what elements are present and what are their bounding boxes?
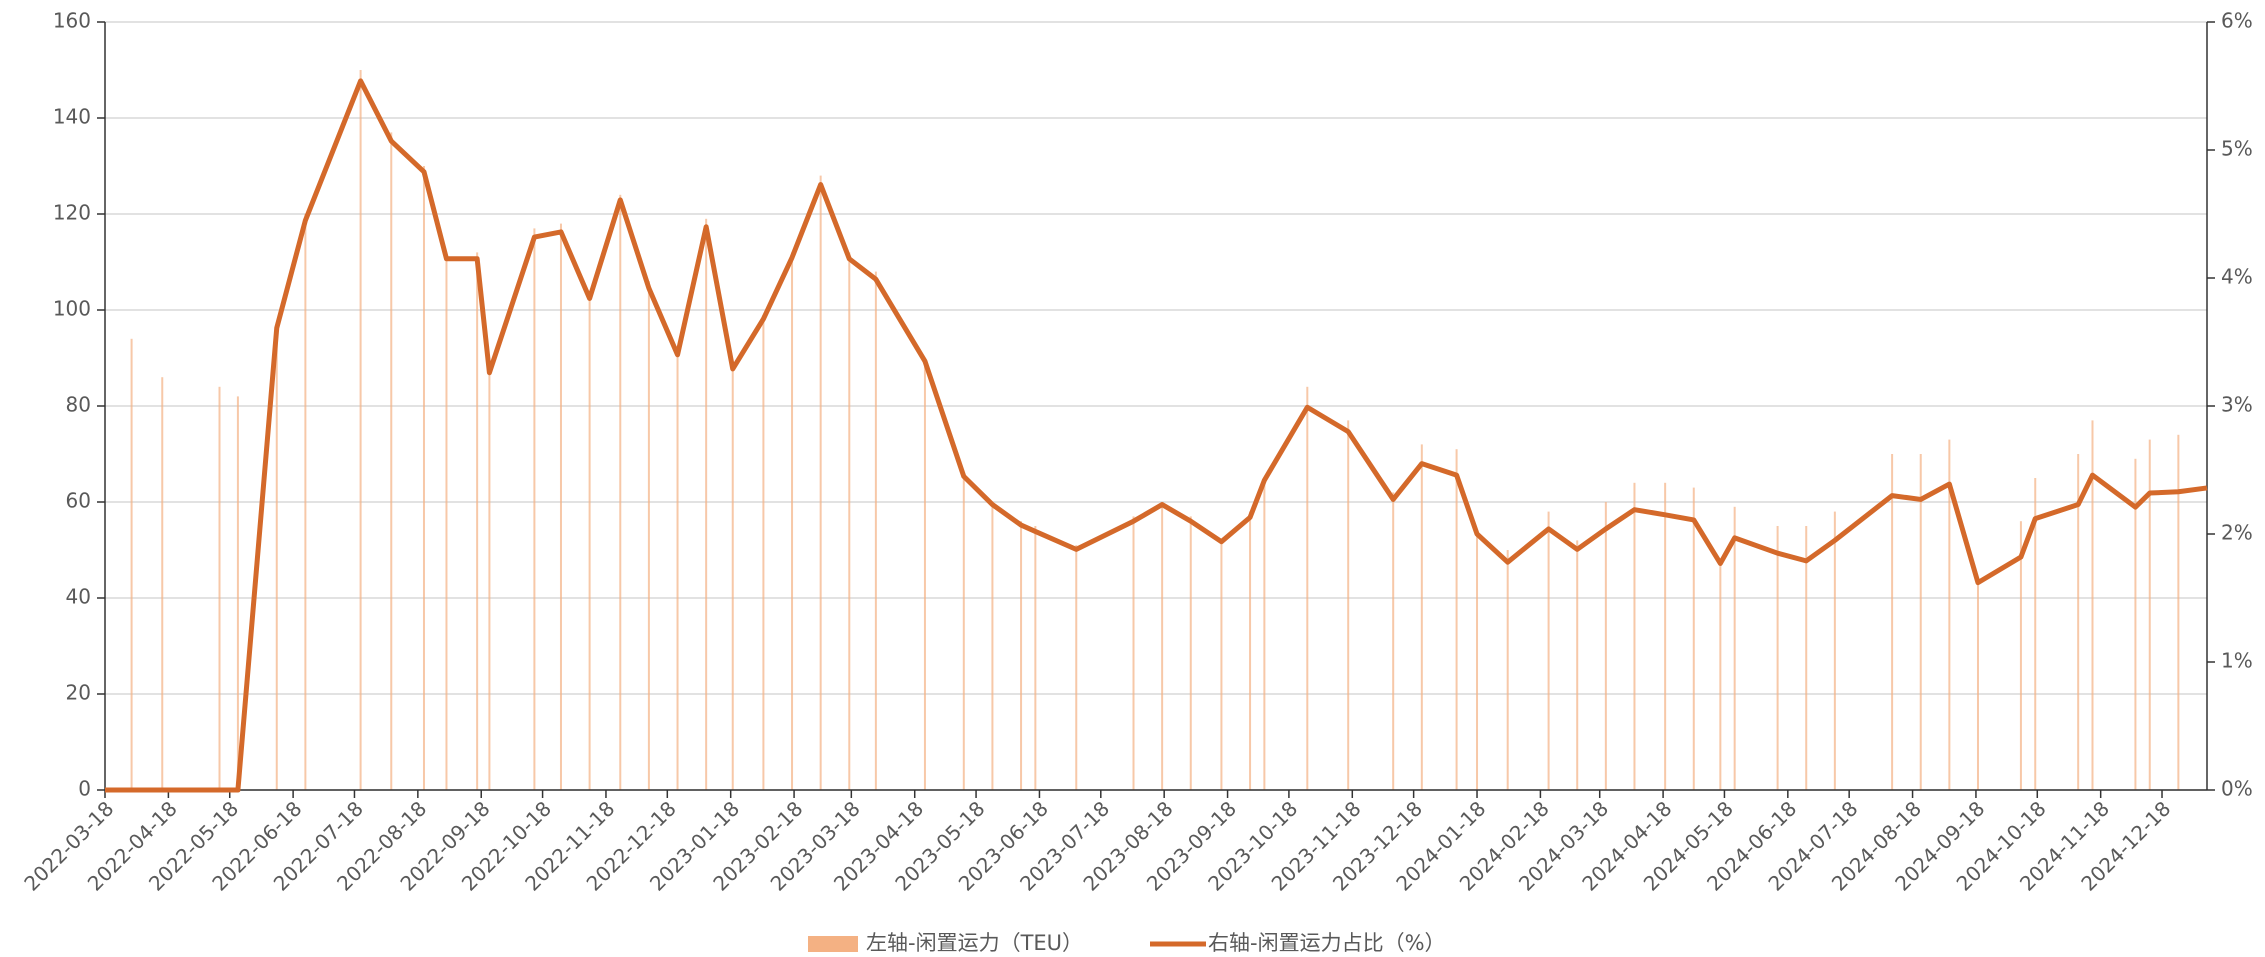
bar bbox=[1034, 526, 1037, 790]
y-tick-label: 120 bbox=[53, 201, 91, 225]
bar bbox=[1805, 526, 1808, 790]
y-tick-label: 100 bbox=[53, 297, 91, 321]
bar bbox=[647, 281, 650, 790]
bar bbox=[1306, 386, 1309, 790]
bar bbox=[1919, 454, 1922, 790]
bar bbox=[1189, 516, 1192, 790]
bar bbox=[2177, 434, 2180, 790]
bar bbox=[676, 348, 679, 790]
bar bbox=[1692, 487, 1695, 790]
legend-label: 左轴-闲置运力（TEU） bbox=[866, 931, 1083, 955]
bar bbox=[1733, 506, 1736, 790]
bar bbox=[2148, 439, 2151, 790]
legend: 左轴-闲置运力（TEU） 右轴-闲置运力占比（%） bbox=[808, 931, 1446, 955]
bar bbox=[1249, 511, 1252, 790]
bar bbox=[1891, 454, 1894, 790]
bar bbox=[275, 324, 278, 790]
bar bbox=[533, 228, 536, 790]
bar bbox=[1075, 545, 1078, 790]
bar bbox=[1220, 540, 1223, 790]
bar bbox=[2019, 521, 2022, 790]
bar bbox=[1948, 439, 1951, 790]
bar bbox=[1392, 492, 1395, 790]
bar bbox=[588, 290, 591, 790]
bar bbox=[422, 166, 425, 790]
bar bbox=[619, 194, 622, 791]
y-tick-label: 140 bbox=[53, 105, 91, 129]
y-tick-label: 80 bbox=[66, 393, 91, 417]
bar bbox=[1132, 516, 1135, 790]
y2-tick-label: 4% bbox=[2221, 265, 2253, 289]
bar bbox=[848, 252, 851, 790]
y2-tick-label: 5% bbox=[2221, 137, 2253, 161]
y2-tick-label: 3% bbox=[2221, 393, 2253, 417]
bar bbox=[731, 362, 734, 790]
bar bbox=[1576, 540, 1579, 790]
y-tick-label: 20 bbox=[66, 681, 91, 705]
bar bbox=[2077, 454, 2080, 790]
y-tick-label: 0 bbox=[78, 777, 91, 801]
bar bbox=[1547, 511, 1550, 790]
bar bbox=[236, 396, 239, 790]
line bbox=[105, 78, 2208, 793]
bar bbox=[1976, 578, 1979, 790]
bar bbox=[1664, 482, 1667, 790]
bar bbox=[2134, 458, 2137, 790]
bar bbox=[304, 214, 307, 790]
bar bbox=[218, 386, 221, 790]
y-tick-label: 40 bbox=[66, 585, 91, 609]
y-tick-label: 60 bbox=[66, 489, 91, 513]
bar bbox=[359, 70, 362, 790]
bar bbox=[1161, 502, 1164, 790]
bar bbox=[1719, 559, 1722, 790]
bar bbox=[130, 338, 133, 790]
bar bbox=[874, 271, 877, 791]
grid bbox=[105, 21, 2207, 791]
bar bbox=[819, 175, 822, 791]
y2-tick-label: 1% bbox=[2221, 649, 2253, 673]
bar bbox=[1455, 449, 1458, 790]
bar bbox=[1604, 502, 1607, 790]
bar bbox=[476, 252, 479, 790]
bar bbox=[1263, 478, 1266, 790]
bar bbox=[1776, 526, 1779, 790]
bar bbox=[991, 502, 994, 790]
bar bbox=[1506, 550, 1509, 790]
bar bbox=[1476, 530, 1479, 790]
bar bbox=[1633, 482, 1636, 790]
y2-tick-label: 0% bbox=[2221, 777, 2253, 801]
bar bbox=[2034, 478, 2037, 790]
bar bbox=[962, 473, 965, 790]
bar bbox=[705, 218, 708, 791]
bar bbox=[390, 132, 393, 790]
bar bbox=[923, 358, 926, 790]
bar bbox=[762, 314, 765, 790]
legend-swatch bbox=[808, 936, 858, 952]
bar bbox=[1420, 444, 1423, 790]
bar bbox=[1347, 420, 1350, 790]
y-tick-label: 160 bbox=[53, 9, 91, 33]
bar bbox=[2091, 420, 2094, 790]
bar bbox=[488, 367, 491, 790]
y2-tick-label: 2% bbox=[2221, 521, 2253, 545]
bar bbox=[445, 252, 448, 790]
legend-label: 右轴-闲置运力占比（%） bbox=[1208, 931, 1446, 955]
bar bbox=[559, 223, 562, 791]
bar bbox=[1833, 511, 1836, 790]
bar bbox=[1020, 521, 1023, 790]
bar bbox=[791, 252, 794, 790]
bar bbox=[161, 377, 164, 790]
y2-tick-label: 6% bbox=[2221, 9, 2253, 33]
